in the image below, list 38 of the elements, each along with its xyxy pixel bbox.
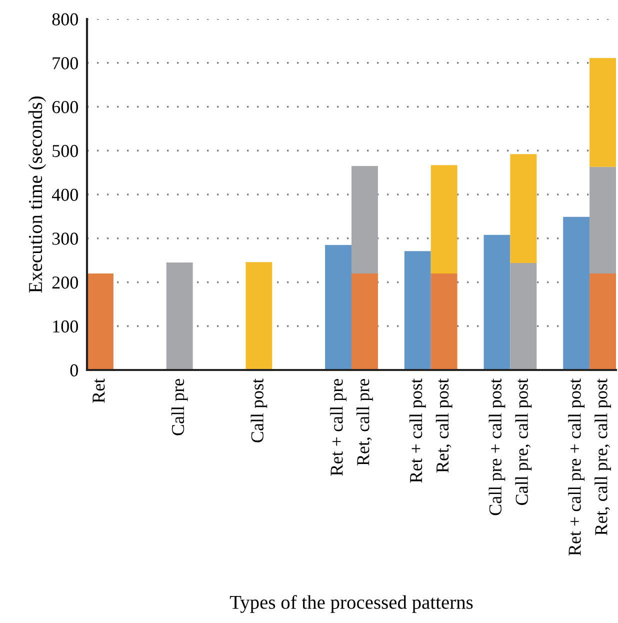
- y-tick-label: 0: [70, 364, 78, 376]
- y-tick-label: 400: [52, 188, 78, 201]
- y-tick-label: 700: [52, 57, 78, 70]
- x-tick-label: Ret, call pre, call post: [594, 378, 611, 536]
- bar: [325, 244, 352, 370]
- x-axis-title: Types of the processed patterns: [230, 595, 473, 613]
- bar: [590, 273, 616, 370]
- bar: [352, 166, 378, 274]
- y-tick-label: 800: [52, 13, 78, 26]
- x-tick-label: Call pre, call post: [515, 378, 532, 505]
- x-tick-label: Ret + call pre: [330, 378, 346, 476]
- y-tick-label: 600: [52, 101, 78, 114]
- bar: [430, 165, 458, 274]
- x-tick-label: Ret + call post: [409, 378, 426, 483]
- bar: [590, 58, 616, 167]
- bar: [404, 251, 431, 370]
- bar: [166, 262, 193, 370]
- bar: [590, 166, 616, 274]
- y-axis-title: Execution time (seconds): [28, 96, 46, 293]
- x-tick-label: Ret, call pre: [356, 378, 373, 466]
- bar: [87, 273, 114, 370]
- bar: [484, 234, 510, 370]
- bar: [510, 262, 537, 370]
- bar: [246, 262, 272, 370]
- y-tick-label: 200: [52, 276, 78, 289]
- y-tick-label: 500: [52, 144, 78, 158]
- x-tick-label: Call pre: [171, 378, 188, 436]
- x-tick-label: Ret, call post: [436, 378, 452, 473]
- bar: [352, 273, 378, 370]
- x-tick-label: Call pre + call post: [488, 378, 506, 516]
- y-tick-label: 100: [53, 320, 78, 333]
- bar: [563, 216, 590, 370]
- y-tick-label: 300: [52, 232, 78, 245]
- x-tick-label: Ret + call pre + call post: [568, 378, 585, 556]
- x-tick-label: Call post: [250, 378, 268, 442]
- x-tick-label: Ret: [92, 378, 105, 403]
- bar: [430, 273, 458, 370]
- bar: [510, 154, 537, 263]
